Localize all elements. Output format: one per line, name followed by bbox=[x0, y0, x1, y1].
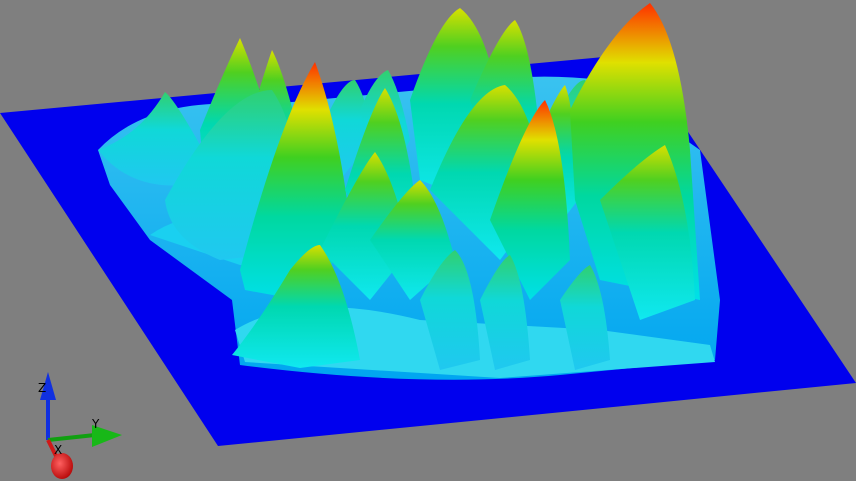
x-axis-label: X bbox=[54, 443, 62, 457]
z-axis-label: Z bbox=[38, 381, 46, 395]
y-axis-arrow bbox=[92, 425, 122, 447]
surface-peaks bbox=[98, 3, 700, 370]
x-axis-arrow bbox=[51, 453, 73, 479]
y-axis-label: Y bbox=[91, 417, 100, 431]
z-axis-arrow bbox=[40, 372, 56, 400]
axes-triad: Z Y X bbox=[38, 372, 122, 479]
